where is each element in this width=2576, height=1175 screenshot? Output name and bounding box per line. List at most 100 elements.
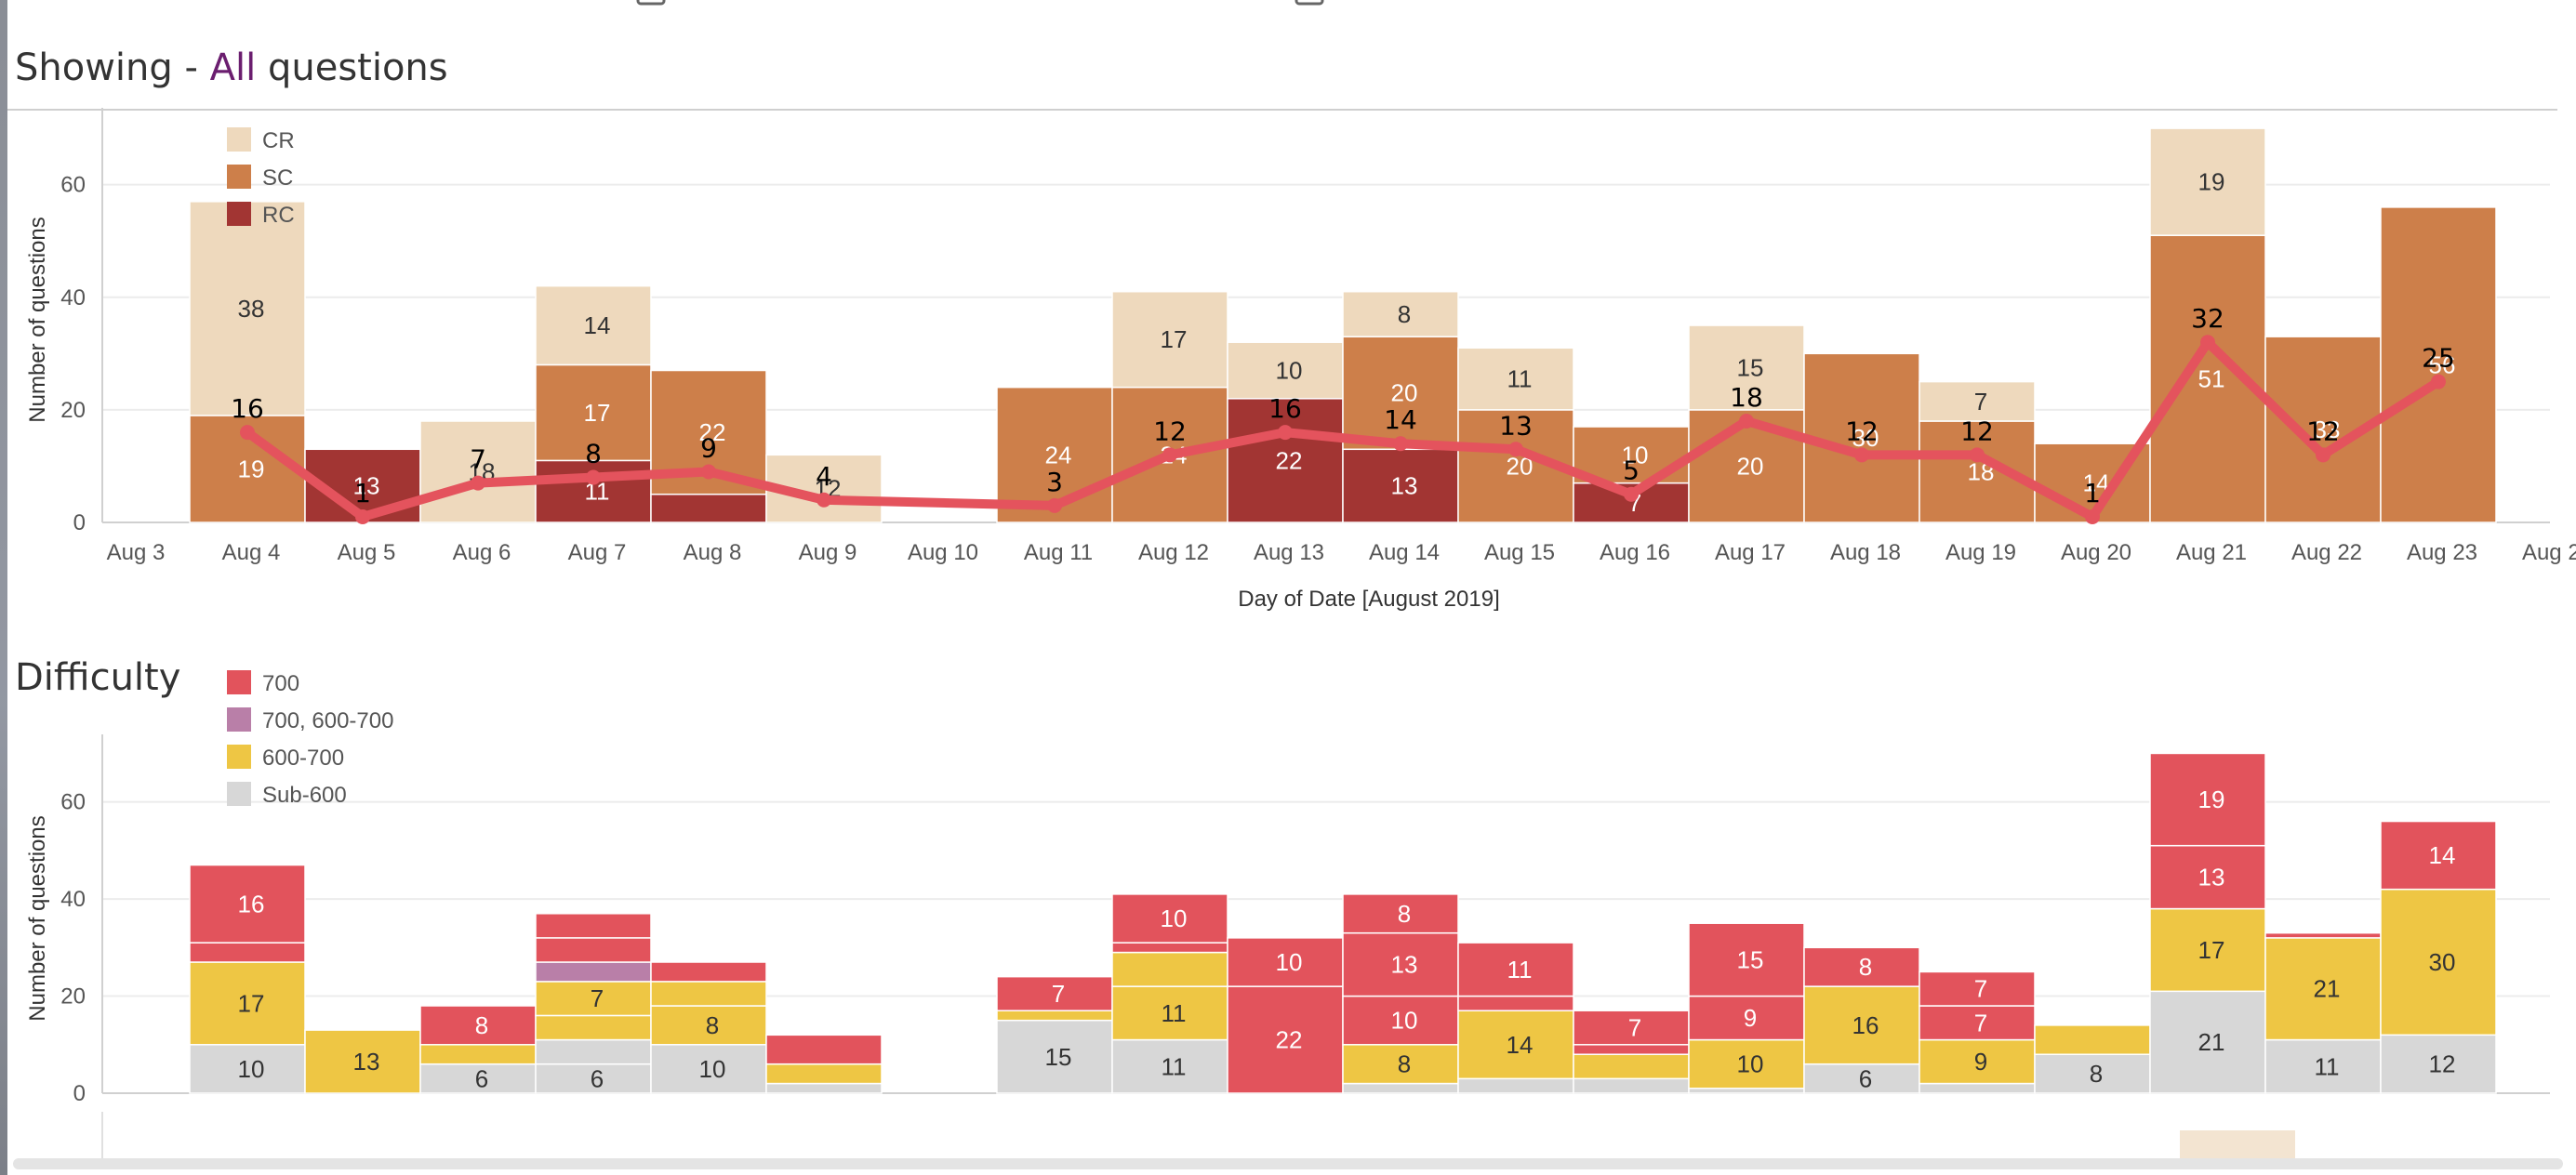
bar-data-label: 7 — [591, 984, 604, 1012]
bar-data-label: 12 — [2429, 1050, 2456, 1078]
bar-difficulty-segment — [1342, 893, 1459, 934]
bar-difficulty-segment — [535, 961, 652, 983]
line-data-label: 14 — [1384, 404, 1417, 435]
bar-difficulty-segment — [1688, 1088, 1805, 1094]
bar-difficulty-segment — [1803, 985, 1920, 1065]
y-axis-title: Number of questions — [25, 217, 50, 422]
bar-difficulty-segment — [650, 981, 767, 1007]
line-data-label: 16 — [1268, 393, 1302, 424]
bar-difficulty-segment — [419, 1044, 537, 1065]
x-tick-label: Aug 13 — [1254, 540, 1324, 565]
line-data-label: 3 — [1046, 467, 1063, 497]
bar-data-label: 51 — [2198, 365, 2225, 393]
y-tick-label: 0 — [73, 1081, 86, 1106]
bar-difficulty-segment — [1227, 937, 1344, 987]
bar-data-label: 11 — [1162, 1052, 1187, 1080]
line-data-label: 16 — [231, 393, 264, 424]
bar-difficulty-segment — [1457, 942, 1574, 997]
bar-difficulty-segment — [1919, 970, 2036, 1007]
bar-data-label: 11 — [1162, 999, 1187, 1027]
bar-difficulty-segment — [2149, 907, 2266, 993]
bar-cr — [189, 201, 306, 416]
bar-cr — [535, 284, 652, 366]
line-point — [1624, 486, 1639, 502]
line-data-label: 25 — [2422, 343, 2455, 374]
bar-difficulty-segment — [2034, 1024, 2151, 1055]
bar-cr — [1688, 324, 1805, 411]
bar-data-label: 19 — [2198, 168, 2225, 196]
y-tick-label: 20 — [60, 398, 86, 423]
bar-rc — [1227, 398, 1344, 523]
line-data-label: 1 — [354, 478, 371, 508]
bar-data-label: 10 — [1161, 904, 1188, 932]
y-axis-title: Number of questions — [25, 815, 50, 1021]
bar-data-label: 56 — [2429, 350, 2456, 378]
bar-difficulty-segment — [1688, 995, 1805, 1041]
bar-rc — [650, 493, 767, 523]
bar-difficulty-segment — [189, 1044, 306, 1094]
bar-difficulty-segment — [535, 913, 652, 939]
bar-difficulty-segment — [650, 1005, 767, 1046]
bar-difficulty-segment — [1688, 922, 1805, 997]
line-data-label: 8 — [585, 439, 602, 469]
bar-data-label: 21 — [2198, 1028, 2225, 1056]
bar-difficulty-segment — [535, 981, 652, 1017]
bar-difficulty-segment — [1688, 1038, 1805, 1089]
bar-data-label: 24 — [1045, 441, 1072, 469]
bar-sc — [2380, 206, 2497, 523]
x-tick-label: Aug 7 — [568, 540, 627, 565]
bar-data-label: 14 — [584, 311, 611, 339]
x-tick-label: Aug 4 — [222, 540, 281, 565]
chart-difficulty: 0 20 40 60 Number of questions 10 17 16 13 6 8 6 7 10… — [25, 670, 2550, 1106]
bar-difficulty-segment — [1573, 1010, 1690, 1046]
bar-difficulty-segment — [419, 1063, 537, 1094]
bar-data-label: 30 — [1852, 424, 1879, 452]
x-tick-label: Aug 11 — [1024, 540, 1093, 565]
bar-difficulty-segment — [2264, 931, 2382, 939]
legend-label: Sub-600 — [262, 783, 347, 808]
chart2-title: Difficulty — [15, 656, 180, 699]
bar-data-label: 22 — [699, 418, 726, 446]
bar-rc — [1342, 448, 1459, 523]
bar-data-label: 15 — [1045, 1043, 1072, 1071]
line-point — [2316, 447, 2330, 463]
filter-checkbox-2[interactable] — [1295, 0, 1324, 6]
x-tick-label: Aug 21 — [2176, 540, 2247, 565]
bar-difficulty-segment — [2264, 937, 2382, 1041]
legend-swatch — [227, 707, 251, 732]
bar-difficulty-segment — [1111, 942, 1228, 954]
bar-data-label: 10 — [699, 1055, 726, 1083]
x-tick-label: Aug 17 — [1715, 540, 1786, 565]
x-tick-label: Aug 3 — [107, 540, 166, 565]
bar-data-label: 9 — [1744, 1004, 1757, 1032]
legend-label: SC — [262, 165, 293, 191]
line-data-label: 18 — [1730, 382, 1763, 413]
bar-data-label: 19 — [238, 455, 265, 482]
chart-questions-by-type: 0 20 40 60 Number of questions Aug 3 Aug 4 Aug … — [25, 108, 2576, 612]
x-tick-label: Aug 5 — [338, 540, 396, 565]
bar-difficulty-segment — [650, 961, 767, 983]
bar-data-label: 22 — [1276, 446, 1303, 474]
filter-checkbox-1[interactable] — [636, 0, 666, 6]
line-data-label: 7 — [470, 444, 486, 475]
bar-difficulty-segment — [1803, 946, 1920, 987]
bar-data-label: 8 — [706, 1011, 719, 1039]
legend-label: 700, 600-700 — [262, 708, 393, 733]
bar-difficulty-segment — [765, 1034, 883, 1065]
bar-data-label: 14 — [1507, 1031, 1534, 1059]
bar-data-label: 17 — [584, 399, 611, 427]
bar-data-label: 7 — [1052, 980, 1065, 1008]
horizontal-scrollbar[interactable] — [13, 1158, 2563, 1169]
line-point — [1970, 447, 1985, 463]
bar-difficulty-segment — [1919, 1005, 2036, 1041]
bar-data-label: 11 — [1507, 365, 1533, 393]
bar-difficulty-segment — [1342, 1082, 1459, 1094]
bar-data-label: 7 — [1974, 388, 1987, 416]
line-point — [1854, 447, 1869, 463]
line-point — [240, 425, 255, 441]
bar-difficulty-segment — [650, 1044, 767, 1094]
line-data-label: 9 — [700, 433, 717, 464]
bar-data-label: 10 — [1622, 441, 1649, 469]
bar-data-label: 17 — [238, 989, 265, 1017]
